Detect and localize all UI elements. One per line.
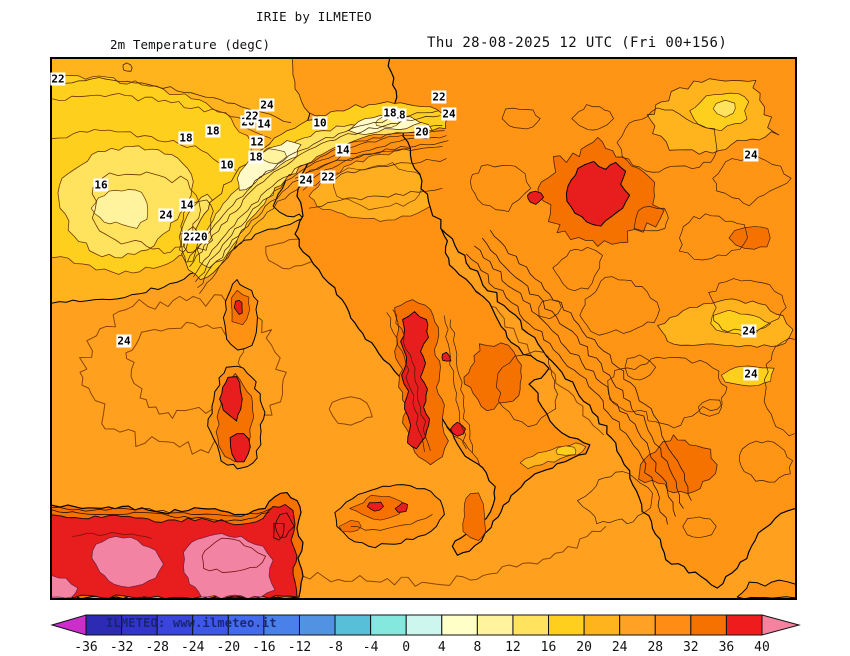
temperature-colorbar: -36 -32 -28 -24 -20 -16 -12 -8 -4 0 4 8 12 16 20 24 28 32… xyxy=(0,612,850,656)
colorbar-tick-value: -28 xyxy=(145,640,169,655)
colorbar-segment xyxy=(583,614,621,636)
colorbar-segment xyxy=(690,614,727,636)
colorbar-tick-value: 12 xyxy=(505,640,521,655)
colorbar-segment xyxy=(654,614,692,636)
colorbar-tick-value: -8 xyxy=(327,640,343,655)
colorbar-graphics xyxy=(50,614,801,636)
colorbar-below-range-arrow xyxy=(50,614,87,636)
colorbar-tick-value: 8 xyxy=(473,640,482,655)
colorbar-segment xyxy=(512,614,550,636)
colorbar-tick-value: -32 xyxy=(109,640,134,655)
colorbar-tick-value: 28 xyxy=(647,640,664,655)
colorbar-tick-value: -20 xyxy=(216,640,241,655)
colorbar-tick-value: 0 xyxy=(402,640,411,655)
colorbar-segment xyxy=(441,614,478,636)
colorbar-segment xyxy=(725,614,763,636)
colorbar-segment xyxy=(476,614,514,636)
colorbar-tick-value: 36 xyxy=(718,640,735,655)
colorbar-tick-value: -16 xyxy=(252,640,276,655)
colorbar-tick-value: 4 xyxy=(437,640,446,655)
colorbar-segment xyxy=(298,614,336,636)
colorbar-segment xyxy=(370,614,407,636)
colorbar-tick-value: -24 xyxy=(180,640,205,655)
colorbar-tick-value: 20 xyxy=(576,640,592,655)
colorbar-segment xyxy=(405,614,443,636)
colorbar-tick-value: -12 xyxy=(287,640,312,655)
colorbar-tick-value: 24 xyxy=(611,640,628,655)
valid-time-label: Thu 28-08-2025 12 UTC (Fri 00+156) xyxy=(427,35,728,51)
colorbar-segment xyxy=(334,614,372,636)
colorbar-tick-value: 40 xyxy=(754,640,770,655)
colorbar-tick-value: -4 xyxy=(362,640,379,655)
contour-map-graphics xyxy=(52,59,795,598)
colorbar-above-range-arrow xyxy=(761,614,801,636)
page-title: IRIE by ILMETEO xyxy=(256,9,372,24)
colorbar-segment xyxy=(548,614,585,636)
colorbar-segment xyxy=(619,614,656,636)
watermark: ILMETEO: www.ilmeteo.it xyxy=(106,616,277,630)
colorbar-tick-value: -36 xyxy=(74,640,98,655)
variable-label: 2m Temperature (degC) xyxy=(110,37,271,52)
temperature-map: 22 16 18 18 20 22 24 14 12 18 10 10 18 18 20 14 22 24 24 22… xyxy=(50,57,797,600)
colorbar-tick-value: 16 xyxy=(540,640,557,655)
colorbar-tick-value: 32 xyxy=(682,640,699,655)
